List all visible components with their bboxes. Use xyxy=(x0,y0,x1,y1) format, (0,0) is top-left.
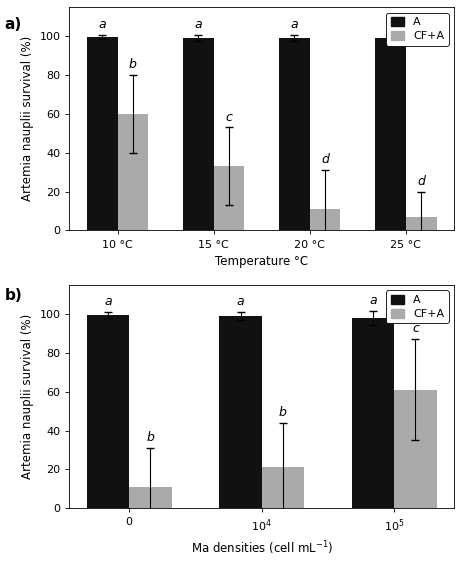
Text: a: a xyxy=(104,295,112,308)
Text: a: a xyxy=(236,295,244,308)
Text: a): a) xyxy=(5,17,22,32)
Legend: A, CF+A: A, CF+A xyxy=(386,290,449,323)
Bar xyxy=(279,38,310,231)
Text: d: d xyxy=(321,153,329,166)
Bar xyxy=(394,390,437,508)
Text: b: b xyxy=(147,431,154,444)
Bar xyxy=(129,487,171,508)
Bar xyxy=(219,316,262,508)
Bar xyxy=(310,209,341,231)
Bar xyxy=(262,468,304,508)
Bar xyxy=(375,38,406,231)
X-axis label: Temperature °C: Temperature °C xyxy=(215,255,308,268)
Legend: A, CF+A: A, CF+A xyxy=(386,12,449,46)
Text: a: a xyxy=(290,18,298,31)
Text: a: a xyxy=(98,18,106,31)
Text: b): b) xyxy=(5,288,23,303)
Bar xyxy=(183,38,213,231)
Text: a: a xyxy=(387,18,394,31)
Text: b: b xyxy=(279,406,287,419)
Text: b: b xyxy=(129,58,137,71)
Y-axis label: Artemia nauplii survival (%): Artemia nauplii survival (%) xyxy=(21,36,34,201)
Y-axis label: Artemia nauplii survival (%): Artemia nauplii survival (%) xyxy=(21,314,34,479)
X-axis label: Ma densities (cell mL$^{-1}$): Ma densities (cell mL$^{-1}$) xyxy=(190,539,333,557)
Text: a: a xyxy=(369,294,377,307)
Bar xyxy=(352,318,394,508)
Bar xyxy=(87,315,129,508)
Bar xyxy=(406,217,437,231)
Text: c: c xyxy=(412,322,419,335)
Bar xyxy=(87,37,118,231)
Bar xyxy=(213,166,244,231)
Text: a: a xyxy=(195,18,202,31)
Bar xyxy=(118,114,148,231)
Text: d: d xyxy=(417,175,425,188)
Text: c: c xyxy=(225,111,232,124)
